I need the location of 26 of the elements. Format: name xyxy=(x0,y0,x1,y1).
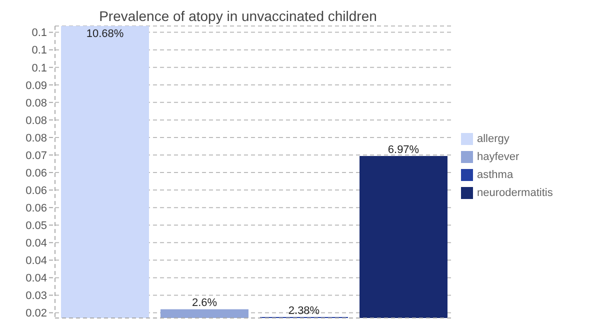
legend-label: allergy xyxy=(477,133,510,145)
y-tick-label: 0.06 xyxy=(26,184,47,197)
y-tick-label: 0.08 xyxy=(26,114,47,127)
y-tick-label: 0.09 xyxy=(26,80,47,92)
y-tick-label: 0.1 xyxy=(32,44,47,57)
y-tick-label: 0.02 xyxy=(26,308,47,320)
y-tick-label: 0.07 xyxy=(26,150,47,162)
legend-label: asthma xyxy=(477,169,514,181)
y-tick-label: 0.03 xyxy=(26,290,47,302)
data-label: 6.97% xyxy=(388,144,420,156)
legend-label: neurodermatitis xyxy=(477,187,553,199)
chart-title: Prevalence of atopy in unvaccinated children xyxy=(98,8,378,24)
y-tick-label: 0.04 xyxy=(26,255,47,268)
y-tick-label: 0.08 xyxy=(26,132,47,144)
y-tick-label: 0.04 xyxy=(26,272,47,285)
y-tick-label: 0.1 xyxy=(32,62,47,74)
legend-label: hayfever xyxy=(477,151,520,163)
data-label: 2.6% xyxy=(192,297,218,310)
y-tick-label: 0.06 xyxy=(26,202,47,214)
y-tick-label: 0.04 xyxy=(26,238,47,250)
y-tick-label: 0.06 xyxy=(26,167,47,180)
data-label: 10.68% xyxy=(86,28,124,40)
data-label: 2.38% xyxy=(288,304,320,317)
y-tick-label: 0.1 xyxy=(32,27,47,40)
y-tick-label: 0.05 xyxy=(26,220,47,232)
y-tick-label: 0.08 xyxy=(26,97,47,110)
